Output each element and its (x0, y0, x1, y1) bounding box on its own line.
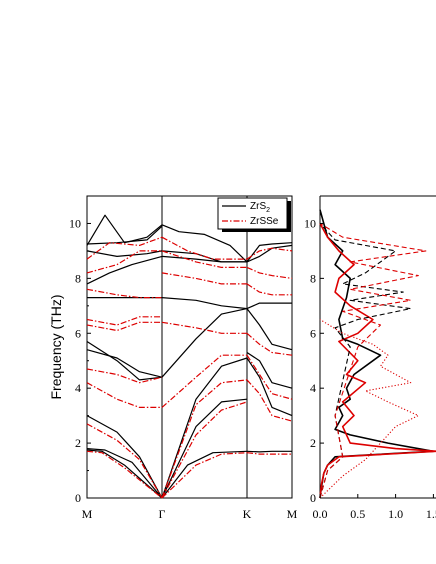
zrs2-branch-17 (161, 224, 248, 263)
band-x-tick-label-1: Γ (159, 507, 166, 521)
dos-x-tick-label-1: 0.5 (350, 507, 365, 521)
zrsse-branch-1 (86, 423, 163, 499)
dos-y-ticks: 0 2 4 6 8 10 (304, 216, 324, 505)
zrsse-branch-11 (161, 379, 248, 499)
zrs2-branch-18 (246, 450, 292, 453)
dos-curve-4 (319, 319, 419, 499)
band-y-tick-label-4: 8 (75, 271, 81, 285)
zrsse-branch-9 (161, 452, 248, 499)
zrs2-branch-10 (161, 450, 248, 499)
legend-label-zrs2: ZrS2 (250, 201, 270, 214)
zrs2-branch-15 (161, 255, 247, 263)
zrsse-branch-7 (86, 250, 162, 274)
band-x-tick-label-3: M (287, 507, 298, 521)
dos-y-tick-label-0: 0 (310, 491, 316, 505)
legend: ZrS2 ZrSSe (217, 197, 291, 232)
band-y-ticks: 0 2 4 6 8 10 (69, 216, 91, 505)
zrs2-branch-13 (161, 308, 248, 378)
zrsse-branch-18 (246, 379, 293, 422)
band-x-tick-label-2: K (243, 507, 252, 521)
zrs2-branch-14 (161, 297, 248, 310)
zrsse-branch-14 (161, 272, 247, 285)
band-x-tick-label-0: M (82, 507, 93, 521)
zrsse-branch-5 (86, 316, 162, 326)
zrs2-branch-11 (161, 398, 248, 499)
dos-x-tick-label-2: 1.0 (388, 507, 403, 521)
dos-curve-0 (319, 209, 435, 499)
zrs2-branch-20 (246, 351, 293, 389)
zrs2-branch-3 (86, 340, 163, 381)
dos-y-tick-label-1: 2 (310, 436, 316, 450)
dos-curve-1 (319, 223, 436, 499)
band-y-tick-label-1: 2 (75, 436, 81, 450)
dos-y-tick-label-2: 4 (310, 381, 316, 395)
zrsse-branch-21 (246, 283, 292, 296)
zrsse-branch-2 (86, 382, 162, 408)
zrsse-branch-17 (246, 452, 292, 455)
zrsse-branch-13 (161, 321, 247, 334)
legend-box (217, 197, 288, 230)
dos-curve-2 (319, 223, 412, 499)
zrsse-branch-10 (161, 401, 248, 499)
zrs2-branch-21 (246, 308, 293, 351)
dos-curves (319, 209, 436, 499)
band-structure-panel: 0 2 4 6 8 10 M Γ K M Frequency (THz) ZrS2 ZrSSe (48, 195, 298, 521)
zrs2-branch-4 (86, 349, 163, 378)
zrs2-branch-9 (86, 214, 163, 246)
zrs2-branch-19 (246, 357, 293, 417)
dos-x-ticks: 0.0 0.5 1.0 1.5 (313, 494, 436, 521)
band-plot-frame (86, 195, 293, 499)
zrsse-branch-23 (246, 247, 293, 260)
zrs2-branch-23 (246, 244, 293, 263)
band-curves (86, 214, 293, 499)
zrs2-branch-12 (161, 357, 248, 499)
band-y-tick-label-5: 10 (69, 216, 81, 230)
zrsse-branch-22 (246, 266, 293, 279)
zrsse-branch-0 (86, 450, 163, 499)
zrsse-branch-4 (86, 321, 162, 332)
zrsse-branch-12 (161, 354, 247, 408)
band-y-tick-label-3: 6 (75, 326, 81, 340)
zrsse-branch-15 (161, 250, 247, 268)
y-axis-label: Frequency (THz) (48, 294, 64, 399)
zrsse-branch-20 (246, 332, 293, 356)
zrs2-branch-2 (86, 415, 163, 499)
zrsse-branch-8 (86, 236, 163, 260)
zrs2-branch-22 (246, 302, 292, 310)
dos-y-tick-label-5: 10 (304, 216, 316, 230)
zrs2-branch-6 (86, 255, 163, 285)
dos-x-tick-label-0: 0.0 (313, 507, 328, 521)
legend-label-zrsse: ZrSSe (250, 216, 279, 227)
zrsse-branch-16 (161, 236, 247, 260)
zrs2-branch-1 (86, 448, 163, 499)
dos-y-tick-label-3: 6 (310, 326, 316, 340)
dos-panel: 0 2 4 6 8 10 0.0 0.5 1.0 1.5 (304, 195, 436, 521)
band-y-tick-label-0: 0 (75, 491, 81, 505)
zrsse-branch-6 (86, 288, 162, 299)
dos-x-tick-label-3: 1.5 (426, 507, 436, 521)
zrs2-branch-0 (86, 449, 163, 499)
zrs2-branch-24 (246, 242, 293, 263)
band-y-tick-label-2: 4 (75, 381, 81, 395)
zrsse-branch-3 (86, 368, 163, 384)
dos-y-tick-label-4: 8 (310, 271, 316, 285)
zrs2-branch-7 (86, 250, 163, 257)
